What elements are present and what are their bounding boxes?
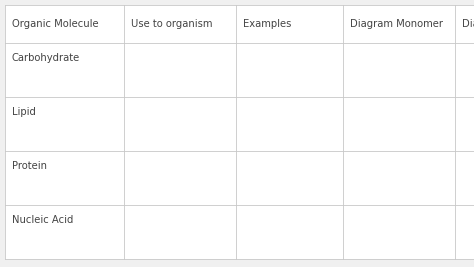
Text: Carbohydrate: Carbohydrate	[12, 53, 80, 63]
Text: Nucleic Acid: Nucleic Acid	[12, 215, 73, 225]
Text: Lipid: Lipid	[12, 107, 36, 117]
Text: Use to organism: Use to organism	[131, 19, 212, 29]
Text: Examples: Examples	[243, 19, 292, 29]
Text: Diagram Monomer: Diagram Monomer	[350, 19, 443, 29]
Text: Diagram of Polymer: Diagram of Polymer	[462, 19, 474, 29]
Text: Organic Molecule: Organic Molecule	[12, 19, 99, 29]
Text: Protein: Protein	[12, 161, 47, 171]
